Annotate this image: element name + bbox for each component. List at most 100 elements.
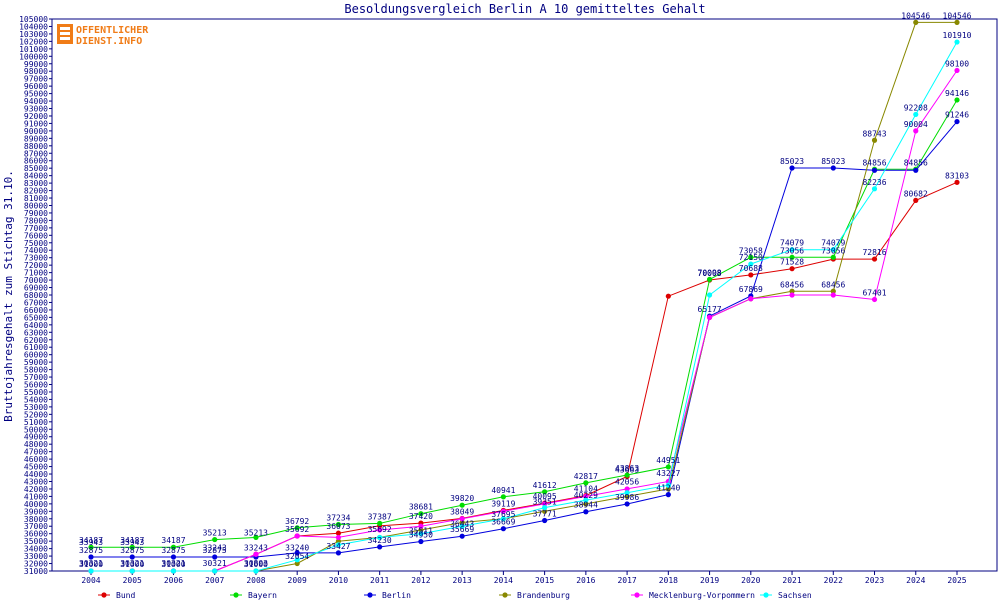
- x-tick-label: 2007: [205, 576, 224, 585]
- series-group: [88, 19, 960, 574]
- data-point: [583, 509, 589, 515]
- y-tick-label: 61000: [24, 343, 48, 352]
- y-tick-label: 49000: [24, 433, 48, 442]
- y-tick-label: 52000: [24, 410, 48, 419]
- data-point: [418, 531, 424, 537]
- data-label: 35669: [450, 525, 474, 534]
- data-point: [706, 276, 713, 282]
- data-point: [789, 247, 795, 253]
- data-point: [459, 519, 465, 526]
- data-point: [418, 527, 424, 533]
- y-tick-label: 97000: [24, 75, 48, 84]
- y-tick-label: 103000: [19, 30, 48, 39]
- data-label: 36792: [285, 517, 309, 526]
- data-label: 40229: [574, 491, 598, 500]
- data-point: [954, 39, 960, 45]
- data-point: [789, 288, 795, 294]
- data-point: [212, 536, 218, 543]
- data-label: 94146: [945, 89, 969, 98]
- data-label: 36669: [491, 518, 515, 527]
- data-point: [954, 179, 960, 185]
- data-point: [954, 67, 960, 74]
- data-point: [294, 560, 300, 567]
- y-tick-label: 83000: [24, 179, 48, 188]
- data-label: 101910: [943, 31, 972, 40]
- data-point: [335, 542, 342, 548]
- y-tick-label: 42000: [24, 485, 48, 494]
- y-tick-label: 95000: [24, 90, 48, 99]
- y-tick-label: 47000: [24, 448, 48, 457]
- data-label: 37420: [409, 512, 433, 521]
- y-tick-label: 82000: [24, 187, 48, 196]
- data-point: [954, 97, 960, 103]
- data-label: 31000: [79, 560, 103, 569]
- logo-line2: DIENST.INFO: [76, 36, 142, 46]
- data-label: 38049: [450, 507, 474, 516]
- axes-group: 3100032000330003400035000360003700038000…: [19, 15, 998, 585]
- data-label: 68456: [780, 281, 804, 290]
- y-tick-label: 92000: [24, 112, 48, 121]
- y-tick-label: 78000: [24, 216, 48, 225]
- data-label: 39820: [450, 494, 474, 503]
- data-label: 88743: [862, 129, 886, 138]
- data-point: [335, 538, 342, 544]
- data-label: 32875: [161, 546, 185, 555]
- y-tick-label: 75000: [24, 239, 48, 248]
- data-label: 33243: [203, 543, 227, 552]
- y-tick-label: 63000: [24, 328, 48, 337]
- data-label: 34230: [368, 536, 392, 545]
- data-point: [913, 111, 919, 118]
- x-tick-label: 2019: [700, 576, 719, 585]
- data-label: 40941: [491, 486, 515, 495]
- y-tick-label: 41000: [24, 492, 48, 501]
- data-label: 43663: [615, 466, 639, 475]
- data-point: [624, 472, 630, 478]
- data-label: 98100: [945, 59, 969, 68]
- data-point: [665, 492, 671, 498]
- data-label: 32875: [79, 546, 103, 555]
- data-point: [583, 497, 589, 503]
- x-tick-label: 2006: [164, 576, 183, 585]
- data-point: [665, 464, 671, 470]
- y-tick-label: 65000: [24, 313, 48, 322]
- y-tick-label: 76000: [24, 231, 48, 240]
- x-tick-label: 2016: [576, 576, 595, 585]
- x-tick-label: 2004: [81, 576, 100, 585]
- data-label: 35692: [285, 525, 309, 534]
- data-label: 42056: [615, 478, 639, 487]
- data-point: [871, 167, 878, 173]
- y-tick-label: 74000: [24, 246, 48, 255]
- x-tick-label: 2009: [288, 576, 307, 585]
- y-tick-label: 73000: [24, 254, 48, 263]
- data-point: [748, 272, 754, 278]
- data-label: 73058: [739, 246, 763, 255]
- data-point: [871, 296, 878, 303]
- data-point: [88, 568, 94, 574]
- y-tick-label: 104000: [19, 22, 48, 31]
- data-label: 37695: [491, 510, 515, 519]
- data-labels-group: 3418733943328753100030321341873394332875…: [79, 11, 972, 569]
- data-point: [542, 517, 548, 524]
- y-tick-label: 68000: [24, 291, 48, 300]
- data-point: [212, 554, 218, 560]
- data-label: 35511: [409, 526, 433, 535]
- data-label: 39351: [533, 498, 557, 507]
- data-label: 84856: [862, 158, 886, 167]
- data-point: [418, 523, 424, 529]
- x-tick-label: 2024: [906, 576, 925, 585]
- data-point: [418, 538, 424, 545]
- y-tick-label: 98000: [24, 67, 48, 76]
- data-label: 44951: [656, 456, 680, 465]
- legend-swatch-marker: [233, 592, 239, 598]
- y-tick-label: 56000: [24, 381, 48, 390]
- data-label: 30321: [79, 559, 103, 568]
- data-label: 38944: [574, 501, 598, 510]
- data-label: 32875: [120, 546, 144, 555]
- y-tick-label: 79000: [24, 209, 48, 218]
- chart-title: Besoldungsvergleich Berlin A 10 gemittel…: [344, 2, 705, 16]
- y-tick-label: 96000: [24, 82, 48, 91]
- data-point: [335, 534, 342, 541]
- y-tick-label: 33000: [24, 552, 48, 561]
- data-label: 33240: [285, 543, 309, 552]
